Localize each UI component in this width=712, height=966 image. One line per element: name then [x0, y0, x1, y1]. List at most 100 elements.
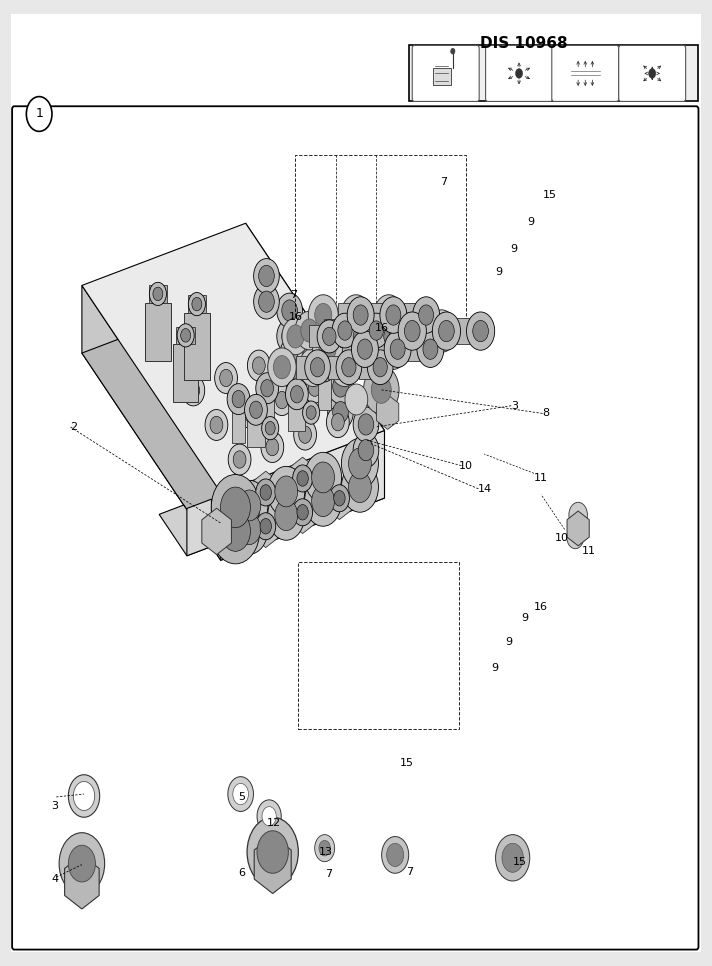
Circle shape: [353, 433, 379, 468]
Circle shape: [353, 327, 367, 346]
Circle shape: [215, 362, 237, 393]
Circle shape: [273, 355, 290, 379]
Circle shape: [353, 305, 368, 326]
Circle shape: [649, 69, 656, 78]
Circle shape: [392, 310, 423, 353]
Polygon shape: [187, 499, 211, 555]
Circle shape: [466, 312, 495, 351]
Circle shape: [308, 338, 323, 359]
Bar: [457, 319, 486, 344]
Circle shape: [271, 384, 293, 415]
Polygon shape: [82, 291, 384, 560]
Circle shape: [68, 845, 95, 882]
Circle shape: [268, 490, 305, 540]
Circle shape: [73, 781, 95, 810]
Circle shape: [305, 452, 342, 502]
Circle shape: [326, 311, 355, 350]
Circle shape: [177, 324, 194, 347]
Circle shape: [386, 305, 401, 326]
Circle shape: [268, 348, 296, 386]
Text: 1: 1: [35, 107, 43, 121]
Bar: [145, 302, 171, 360]
Circle shape: [384, 327, 397, 346]
Circle shape: [257, 831, 288, 873]
Bar: [338, 303, 365, 327]
Circle shape: [290, 385, 303, 403]
Circle shape: [280, 338, 303, 369]
Circle shape: [238, 490, 261, 521]
Circle shape: [363, 366, 399, 414]
Bar: [386, 319, 412, 342]
Bar: [289, 378, 303, 421]
Circle shape: [328, 369, 353, 404]
Circle shape: [372, 377, 392, 404]
Bar: [342, 337, 370, 361]
Circle shape: [299, 348, 328, 386]
Circle shape: [221, 511, 251, 552]
Text: 7: 7: [290, 290, 297, 299]
Circle shape: [378, 320, 403, 353]
Polygon shape: [254, 836, 291, 894]
Bar: [232, 399, 245, 442]
Circle shape: [363, 319, 380, 342]
Circle shape: [295, 311, 323, 350]
Text: 4: 4: [51, 874, 58, 884]
Circle shape: [496, 835, 530, 881]
Text: 16: 16: [375, 324, 389, 333]
Circle shape: [238, 514, 261, 545]
Circle shape: [228, 777, 253, 811]
Text: AGCO: AGCO: [204, 442, 337, 485]
Circle shape: [312, 462, 335, 493]
Circle shape: [282, 299, 298, 321]
Circle shape: [261, 380, 273, 397]
Text: 16: 16: [289, 312, 303, 322]
Circle shape: [153, 287, 163, 300]
Circle shape: [426, 310, 457, 353]
Circle shape: [357, 310, 389, 353]
Circle shape: [282, 326, 298, 347]
Circle shape: [374, 295, 404, 335]
Circle shape: [343, 318, 370, 355]
Polygon shape: [246, 223, 384, 498]
Circle shape: [238, 397, 261, 428]
Circle shape: [313, 328, 342, 369]
Bar: [409, 45, 698, 101]
Circle shape: [400, 321, 414, 340]
Circle shape: [275, 499, 298, 530]
Circle shape: [342, 462, 379, 512]
Circle shape: [192, 298, 202, 311]
Circle shape: [182, 375, 204, 406]
Circle shape: [300, 319, 318, 342]
Polygon shape: [289, 457, 316, 499]
Bar: [184, 313, 209, 381]
Bar: [370, 326, 394, 348]
Text: 11: 11: [534, 473, 548, 483]
Text: 10: 10: [555, 533, 569, 543]
Circle shape: [333, 402, 348, 423]
Text: 7: 7: [325, 869, 332, 879]
Circle shape: [318, 357, 331, 375]
Circle shape: [253, 259, 279, 294]
Circle shape: [248, 350, 271, 381]
Polygon shape: [65, 855, 99, 909]
Bar: [328, 355, 353, 379]
Circle shape: [313, 351, 336, 382]
Polygon shape: [252, 471, 279, 514]
Circle shape: [285, 362, 308, 393]
Circle shape: [245, 394, 268, 425]
Text: 2: 2: [70, 422, 77, 432]
Circle shape: [26, 97, 52, 131]
Bar: [177, 327, 195, 344]
Circle shape: [341, 295, 371, 335]
Bar: [149, 285, 167, 302]
Circle shape: [332, 319, 349, 342]
Circle shape: [387, 843, 404, 867]
Circle shape: [221, 487, 251, 527]
Polygon shape: [567, 511, 590, 546]
Circle shape: [297, 470, 308, 486]
Circle shape: [305, 350, 330, 384]
Circle shape: [256, 513, 276, 540]
Text: 9: 9: [521, 613, 528, 623]
Bar: [187, 296, 206, 313]
Polygon shape: [201, 508, 231, 554]
